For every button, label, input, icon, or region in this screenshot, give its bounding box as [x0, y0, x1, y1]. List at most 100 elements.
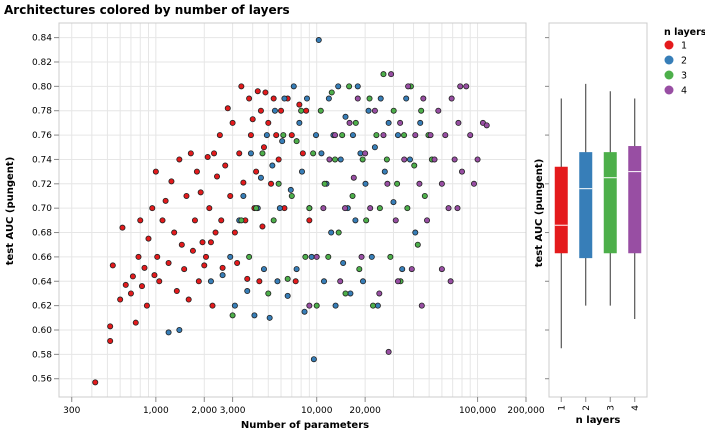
scatter-point-layer-1	[234, 259, 241, 266]
scatter-point-layer-1	[206, 205, 213, 212]
y-tick-label: 0.56	[32, 375, 52, 385]
scatter-point-layer-1	[199, 239, 206, 246]
scatter-point-layer-1	[257, 107, 264, 114]
scatter-point-layer-1	[240, 179, 247, 186]
scatter-y-axis: 0.56 0.58 0.60 0.62 0.64 0.66 0.68 0.70 0.72 0.74…	[32, 34, 59, 385]
scatter-point-layer-4	[385, 348, 392, 355]
scatter-point-layer-1	[249, 116, 256, 123]
scatter-point-layer-3	[421, 192, 428, 199]
legend-label-1: 1	[681, 41, 687, 52]
scatter-point-layer-1	[107, 337, 114, 344]
scatter-point-layer-3	[394, 180, 401, 187]
scatter-point-layer-2	[377, 95, 384, 102]
scatter-point-layer-3	[370, 302, 377, 309]
scatter-point-layer-4	[463, 83, 470, 90]
scatter-point-layer-2	[412, 229, 419, 236]
scatter-point-layer-3	[390, 107, 397, 114]
scatter-point-layer-2	[406, 156, 413, 163]
scatter-point-layer-3	[387, 253, 394, 260]
scatter-point-layer-3	[325, 253, 332, 260]
scatter-point-layer-1	[260, 144, 267, 151]
box-plots	[554, 83, 642, 349]
scatter-point-layer-1	[165, 259, 172, 266]
scatter-point-layer-1	[202, 253, 209, 260]
scatter-point-layer-1	[92, 379, 99, 386]
scatter-point-layer-3	[352, 119, 359, 126]
scatter-point-layer-1	[229, 119, 236, 126]
scatter-point-layer-1	[212, 229, 219, 236]
scatter-point-layer-4	[408, 266, 415, 273]
scatter-point-layer-1	[273, 132, 280, 139]
scatter-point-layer-3	[363, 217, 370, 224]
scatter-point-layer-3	[284, 275, 291, 282]
chart-title: Architectures colored by number of layer…	[4, 3, 290, 17]
x-tick-label: 20,000	[349, 406, 381, 416]
scatter-point-layer-2	[313, 132, 320, 139]
scatter-point-layer-4	[346, 119, 353, 126]
y-tick-label: 0.82	[32, 58, 52, 68]
scatter-point-layer-2	[321, 278, 328, 285]
scatter-point-layer-3	[265, 290, 272, 297]
scatter-point-layer-3	[229, 312, 236, 319]
scatter-point-layer-3	[298, 107, 305, 114]
scatter-point-layer-4	[354, 95, 361, 102]
y-tick-label: 0.68	[32, 229, 52, 239]
scatter-point-layer-3	[280, 132, 287, 139]
scatter-point-layer-1	[173, 288, 180, 295]
scatter-point-layer-2	[371, 144, 378, 151]
y-tick-label: 0.80	[32, 82, 52, 92]
scatter-point-layer-1	[181, 266, 188, 273]
scatter-point-layer-2	[301, 308, 308, 315]
legend-label-3: 3	[681, 71, 687, 82]
scatter-point-layer-4	[376, 290, 383, 297]
scatter-point-layer-3	[313, 302, 320, 309]
scatter-point-layer-4	[431, 156, 438, 163]
box-x-tick-label: 3	[606, 405, 616, 411]
legend-swatch-1	[664, 40, 674, 50]
scatter-point-layer-2	[354, 83, 361, 90]
scatter-point-layer-4	[337, 278, 344, 285]
scatter-point-layer-4	[451, 156, 458, 163]
scatter-point-layer-3	[356, 266, 363, 273]
scatter-point-layer-4	[332, 132, 339, 139]
y-tick-label: 0.64	[32, 277, 52, 287]
scatter-point-layer-4	[438, 266, 445, 273]
scatter-point-layer-1	[119, 224, 126, 231]
scatter-point-layer-2	[315, 37, 322, 44]
y-tick-label: 0.58	[32, 350, 52, 360]
scatter-point-layer-1	[214, 173, 221, 180]
y-tick-label: 0.76	[32, 131, 52, 141]
scatter-point-layer-1	[141, 264, 148, 271]
scatter-point-layer-2	[247, 150, 254, 157]
scatter-point-layer-4	[384, 180, 391, 187]
scatter-point-layer-3	[270, 217, 277, 224]
box-y-axis	[545, 37, 549, 380]
scatter-point-layer-3	[293, 138, 300, 145]
scatter-point-layer-3	[404, 205, 411, 212]
scatter-point-layer-2	[385, 119, 392, 126]
box-frame	[548, 22, 648, 398]
scatter-point-layer-4	[455, 119, 462, 126]
scatter-point-layer-2	[219, 272, 226, 279]
scatter-point-layer-2	[165, 329, 172, 336]
y-tick-label: 0.70	[32, 204, 52, 214]
y-tick-label: 0.60	[32, 326, 52, 336]
scatter-point-layer-4	[342, 205, 349, 212]
scatter-point-layer-1	[270, 95, 277, 102]
scatter-point-layer-1	[219, 264, 226, 271]
scatter-point-layer-2	[284, 292, 291, 299]
y-tick-label: 0.74	[32, 155, 52, 165]
scatter-point-layer-4	[306, 302, 313, 309]
box-x-axis: 1 2 3 4	[557, 397, 641, 411]
scatter-point-layer-1	[191, 217, 198, 224]
scatter-point-layer-1	[129, 273, 136, 280]
scatter-point-layer-4	[416, 180, 423, 187]
scatter-point-layer-2	[368, 253, 375, 260]
scatter-point-layer-2	[251, 312, 258, 319]
x-tick-label: 10,000	[301, 406, 333, 416]
scatter-point-layer-2	[244, 288, 251, 295]
scatter-point-layer-1	[253, 168, 260, 175]
scatter-point-layer-2	[328, 229, 335, 236]
scatter-point-layer-3	[401, 132, 408, 139]
scatter-point-layer-2	[337, 156, 344, 163]
